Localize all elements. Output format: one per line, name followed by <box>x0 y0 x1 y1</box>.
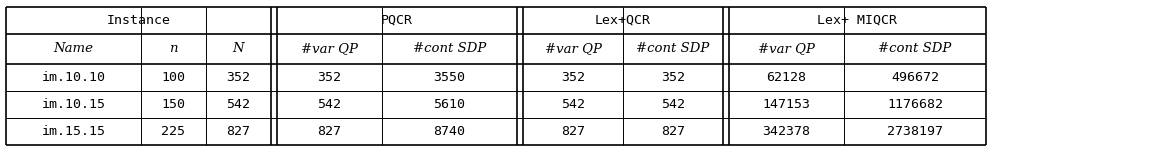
Text: 827: 827 <box>661 125 684 138</box>
Text: 100: 100 <box>162 71 185 84</box>
Text: 62128: 62128 <box>767 71 807 84</box>
Text: 352: 352 <box>317 71 342 84</box>
Text: 352: 352 <box>661 71 684 84</box>
Text: #cont SDP: #cont SDP <box>878 43 952 55</box>
Text: 2738197: 2738197 <box>888 125 943 138</box>
Text: 827: 827 <box>561 125 585 138</box>
Text: Instance: Instance <box>107 14 170 27</box>
Text: 150: 150 <box>162 98 185 111</box>
Text: PQCR: PQCR <box>382 14 413 27</box>
Text: 1176682: 1176682 <box>888 98 943 111</box>
Text: 352: 352 <box>561 71 585 84</box>
Text: #var QP: #var QP <box>545 43 601 55</box>
Text: 225: 225 <box>162 125 185 138</box>
Text: 8740: 8740 <box>433 125 466 138</box>
Text: #var QP: #var QP <box>758 43 815 55</box>
Text: #cont SDP: #cont SDP <box>636 43 709 55</box>
Text: Lex+ MIQCR: Lex+ MIQCR <box>817 14 897 27</box>
Text: 342378: 342378 <box>762 125 810 138</box>
Text: im.15.15: im.15.15 <box>41 125 106 138</box>
Text: 496672: 496672 <box>891 71 939 84</box>
Text: 147153: 147153 <box>762 98 810 111</box>
Text: 5610: 5610 <box>433 98 466 111</box>
Text: 542: 542 <box>227 98 250 111</box>
Text: 827: 827 <box>317 125 342 138</box>
Text: 352: 352 <box>227 71 250 84</box>
Text: n: n <box>169 43 177 55</box>
Text: 827: 827 <box>227 125 250 138</box>
Text: 3550: 3550 <box>433 71 466 84</box>
Text: 542: 542 <box>317 98 342 111</box>
Text: Name: Name <box>54 43 94 55</box>
Text: 542: 542 <box>661 98 684 111</box>
Text: im.10.15: im.10.15 <box>41 98 106 111</box>
Text: Lex+QCR: Lex+QCR <box>595 14 652 27</box>
Text: im.10.10: im.10.10 <box>41 71 106 84</box>
Text: #cont SDP: #cont SDP <box>413 43 486 55</box>
Text: N: N <box>232 43 244 55</box>
Text: 542: 542 <box>561 98 585 111</box>
Text: #var QP: #var QP <box>301 43 358 55</box>
